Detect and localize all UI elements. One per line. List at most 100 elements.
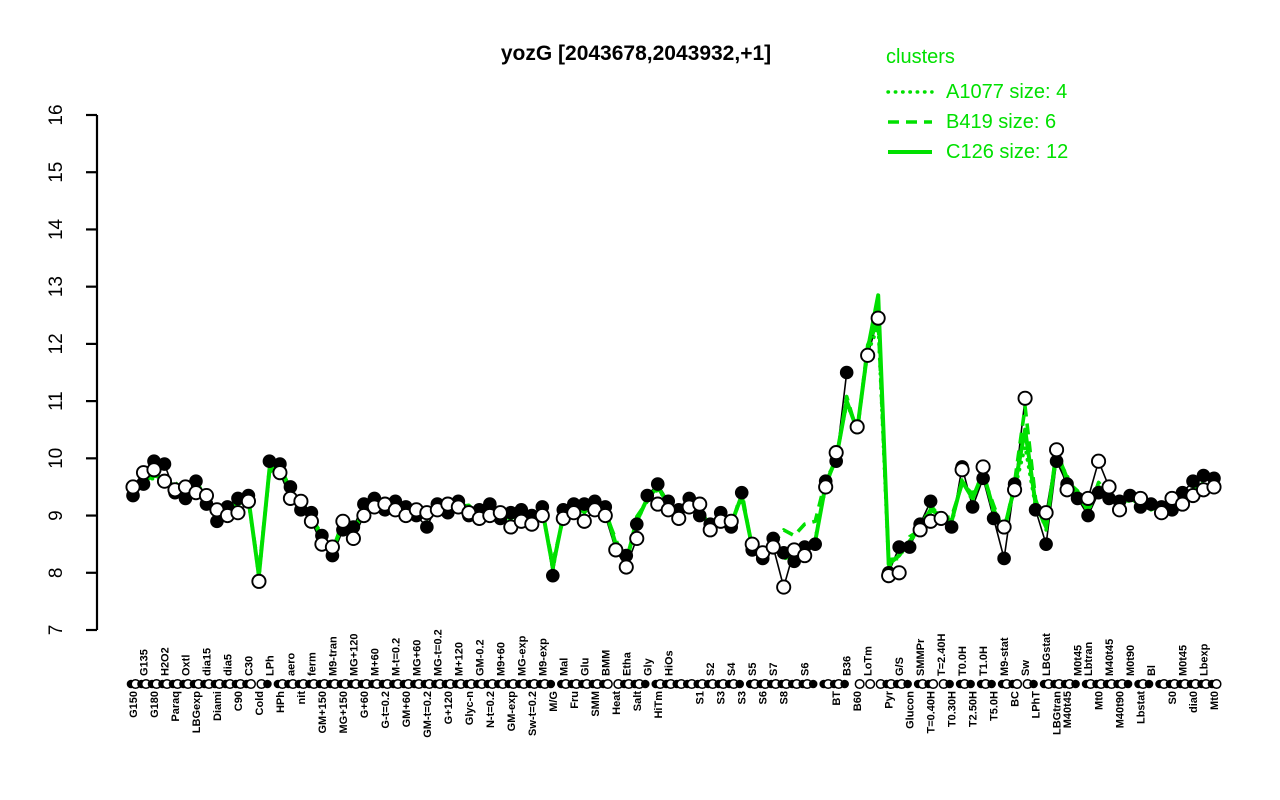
- x-tick-label: LPh: [264, 655, 276, 676]
- x-tick-label: M/G: [548, 691, 560, 712]
- x-tick-label: T1.0H: [978, 646, 990, 676]
- x-tick-label: Salt: [632, 691, 644, 712]
- data-point-open: [566, 505, 582, 521]
- x-tick-label: S2: [705, 663, 717, 676]
- data-point-open: [272, 465, 288, 481]
- y-tick-label: 7: [46, 625, 67, 636]
- data-point-open: [303, 513, 319, 529]
- data-point-open: [933, 510, 949, 526]
- data-point-open: [240, 493, 256, 509]
- data-point-open: [671, 510, 687, 526]
- x-tick-label: H2O2: [159, 647, 171, 676]
- x-tick-label: LBGtran: [1052, 691, 1064, 735]
- data-point-open: [293, 493, 309, 509]
- x-tick-label: Glu: [579, 658, 591, 676]
- data-point-filled: [1186, 474, 1200, 489]
- x-tick-label: LBGstat: [1041, 633, 1053, 676]
- data-point-filled: [965, 500, 980, 514]
- data-point-filled: [514, 503, 529, 517]
- x-tick-label: GM-t=0.2: [422, 691, 434, 738]
- x-tick-label: S4: [726, 662, 738, 676]
- legend-line-solid: [888, 150, 932, 154]
- x-tick-label: BMM: [600, 650, 612, 676]
- data-point-open: [1049, 442, 1065, 458]
- x-tick-label: MG+120: [348, 634, 360, 677]
- x-tick-label: M+120: [453, 642, 465, 676]
- data-point-open: [345, 530, 361, 546]
- x-tick-label: T0.0H: [957, 646, 969, 676]
- data-point-open: [1091, 453, 1107, 469]
- x-tick-label: G180: [149, 691, 161, 718]
- legend-items: A1077 size: 4 B419 size: 6 C126 size: 12: [886, 77, 1068, 167]
- data-point-open: [1059, 482, 1075, 498]
- x-tick-label: GM-exp: [506, 691, 518, 732]
- data-point-filled: [892, 540, 906, 554]
- x-tick-label: G+60: [359, 691, 371, 718]
- x-tick-label: B36: [842, 656, 854, 676]
- x-tick-label: SMM: [590, 691, 602, 717]
- data-point-open: [870, 310, 886, 326]
- data-point-open: [996, 519, 1012, 535]
- x-tick-label: S8: [779, 691, 791, 704]
- data-point-open: [702, 522, 718, 538]
- data-point-open: [975, 459, 991, 475]
- x-tick-label: Etha: [621, 651, 633, 676]
- data-point-open: [597, 508, 613, 524]
- x-tick-label: S3: [737, 691, 749, 704]
- legend-header: clusters: [886, 46, 955, 68]
- x-tick-label: G/S: [894, 657, 906, 676]
- x-tick-label: M9-tran: [327, 636, 339, 676]
- data-point-open: [1101, 479, 1117, 495]
- data-point-filled: [629, 517, 644, 531]
- axis-dot-open: [1012, 678, 1023, 690]
- axis-dot-filled: [903, 679, 912, 689]
- x-tick-label: B60: [852, 691, 864, 711]
- data-point-open: [1174, 496, 1191, 512]
- axis-dot-filled: [808, 679, 818, 689]
- legend-item-label: B419 size: 6: [946, 110, 1057, 133]
- x-tick-label: Oxtl: [180, 655, 192, 676]
- axis-dot-filled: [966, 679, 975, 689]
- data-point-filled: [283, 480, 298, 494]
- data-point-filled: [504, 505, 518, 520]
- x-tick-label: Heat: [611, 691, 623, 715]
- data-point-open: [1017, 390, 1033, 406]
- data-point-open: [335, 513, 351, 529]
- x-tick-label: C90: [233, 691, 245, 711]
- data-point-open: [765, 539, 781, 555]
- x-tick-label: MG-exp: [516, 635, 528, 676]
- data-point-filled: [1102, 491, 1116, 506]
- x-tick-label: Mt0: [1094, 691, 1106, 710]
- data-point-filled: [1070, 491, 1085, 506]
- data-point-open: [723, 513, 739, 529]
- data-point-open: [1132, 490, 1149, 506]
- legend-item-C126: C126 size: 12: [886, 137, 1068, 167]
- x-tick-label: nit: [296, 691, 308, 705]
- x-tick-label: N-t=0.2: [485, 691, 497, 728]
- x-tick-label: G-t=0.2: [380, 691, 392, 729]
- data-point-open: [818, 479, 834, 495]
- data-point-filled: [1081, 508, 1095, 523]
- data-point-open: [576, 513, 592, 529]
- axis-dot-filled: [735, 679, 745, 689]
- data-point-open: [230, 505, 246, 521]
- data-point-open: [776, 579, 792, 595]
- x-tick-label: S7: [768, 663, 780, 676]
- legend-item-A1077: A1077 size: 4: [886, 77, 1068, 107]
- data-point-filled: [997, 551, 1011, 566]
- y-tick-label: 10: [46, 448, 67, 469]
- x-tick-label: S6: [800, 663, 812, 676]
- x-tick-label: M0t45: [1178, 645, 1190, 676]
- axis-dot-filled: [1123, 679, 1133, 689]
- data-point-open: [629, 530, 645, 546]
- data-point-filled: [650, 477, 665, 491]
- data-point-open: [744, 536, 760, 552]
- x-tick-label: C30: [243, 656, 255, 676]
- y-tick-label: 14: [46, 218, 67, 240]
- legend-item-B419: B419 size: 6: [886, 107, 1068, 137]
- x-tick-label: Lbstat: [1136, 691, 1148, 724]
- x-tick-label: HiTm: [653, 691, 665, 719]
- x-tick-label: G135: [138, 649, 150, 676]
- data-point-open: [891, 565, 907, 581]
